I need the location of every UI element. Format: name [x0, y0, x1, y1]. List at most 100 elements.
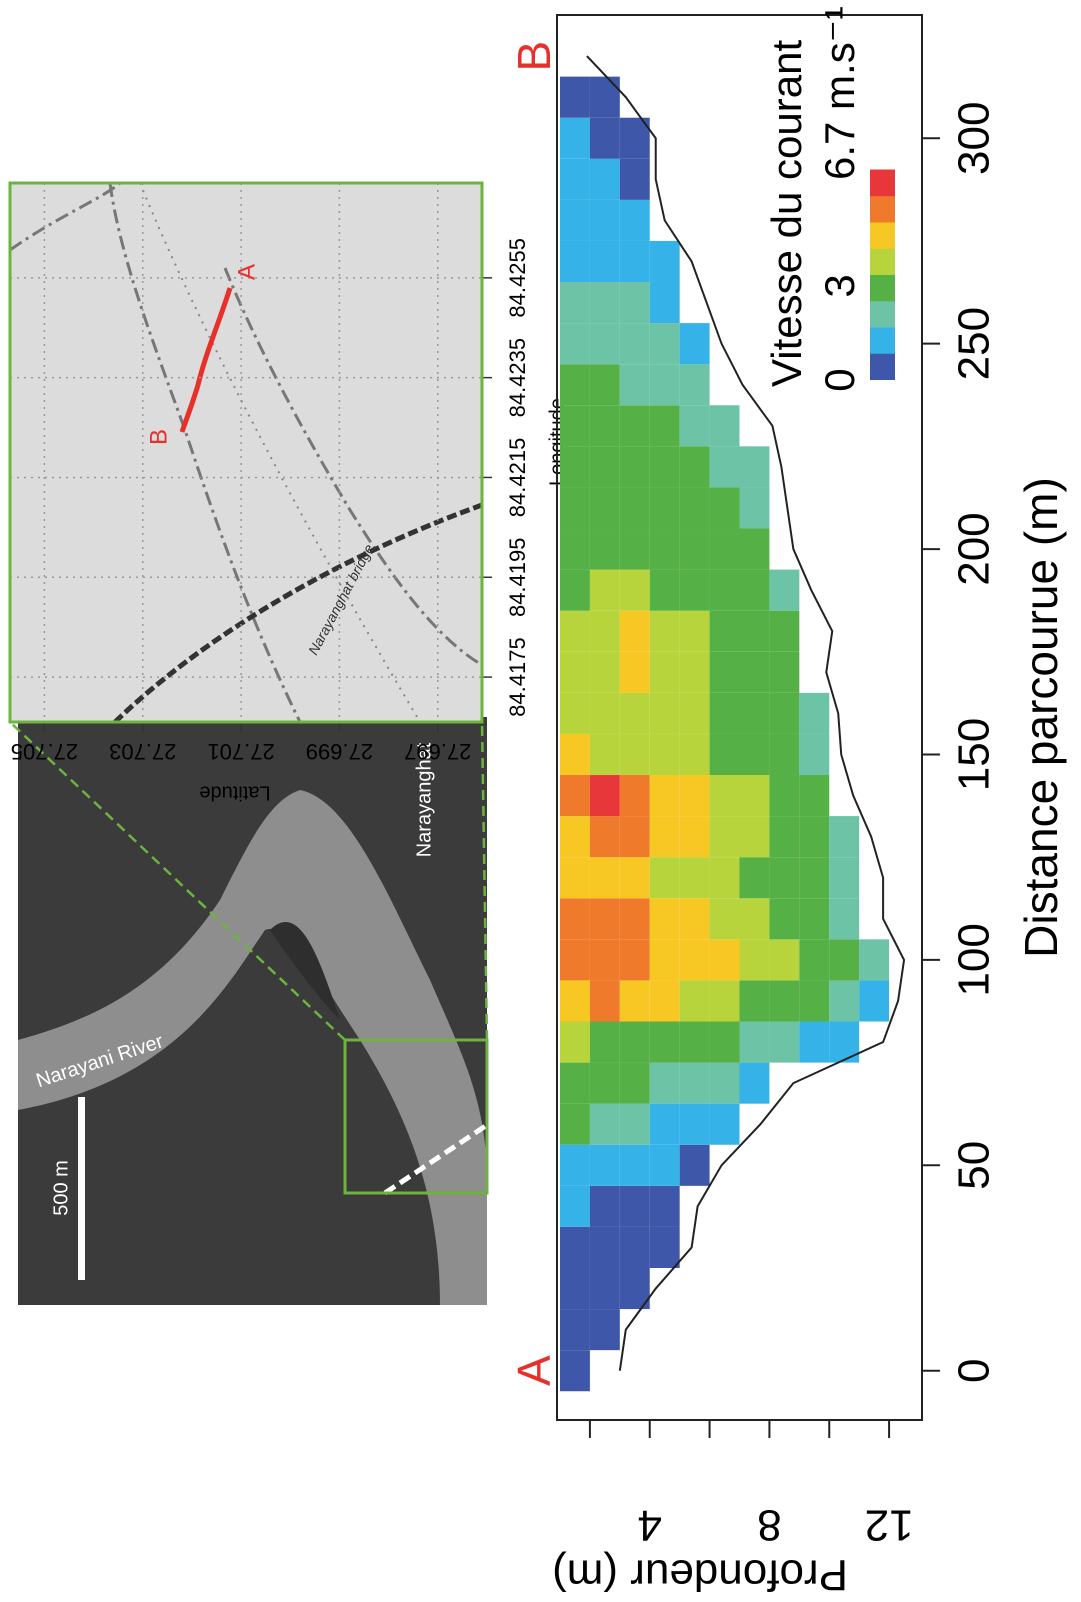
velocity-cell	[559, 857, 590, 899]
velocity-cell	[769, 980, 800, 1022]
velocity-cell	[649, 405, 680, 447]
lat-tick-label: 27.705	[11, 739, 78, 764]
overview-panel: 500 m Narayani River Narayanghat	[18, 717, 489, 1305]
velocity-cell	[589, 857, 620, 899]
velocity-cell	[619, 240, 650, 283]
velocity-cell	[559, 980, 590, 1022]
velocity-cell	[679, 1062, 710, 1104]
velocity-cell	[679, 487, 710, 529]
colorbar-title: Vitesse du courant	[763, 40, 810, 387]
velocity-cell	[559, 282, 590, 324]
velocity-cell	[709, 569, 740, 611]
velocity-cell	[619, 117, 650, 159]
velocity-cell	[859, 980, 890, 1022]
velocity-cell	[649, 1226, 680, 1268]
velocity-cell	[559, 651, 590, 693]
velocity-cell	[739, 610, 770, 652]
velocity-cell	[619, 1185, 650, 1227]
velocity-cell	[829, 857, 860, 899]
velocity-cell	[589, 1062, 620, 1104]
velocity-cell	[649, 939, 680, 981]
velocity-cell	[739, 1062, 770, 1104]
velocity-cell	[679, 1144, 710, 1186]
velocity-cell	[619, 364, 650, 406]
velocity-cell	[559, 76, 590, 118]
velocity-cell	[679, 857, 710, 899]
plot-frame	[556, 14, 923, 1421]
velocity-cell	[679, 692, 710, 734]
velocity-cell	[559, 1350, 590, 1392]
velocity-cell	[619, 1267, 650, 1310]
velocity-cell	[589, 692, 620, 734]
town-label: Narayanghat	[413, 742, 435, 857]
velocity-cell	[619, 446, 650, 488]
colorbar-swatch	[870, 327, 895, 354]
velocity-cell	[739, 980, 770, 1022]
velocity-cell	[709, 528, 740, 570]
velocity-cell	[709, 1103, 740, 1145]
velocity-cell	[559, 199, 590, 241]
velocity-cell	[769, 610, 800, 652]
velocity-cell	[829, 939, 860, 981]
velocity-cell	[589, 240, 620, 283]
velocity-cell	[649, 651, 680, 693]
velocity-cell	[739, 692, 770, 734]
zoom-connector	[480, 721, 489, 1041]
velocity-cell	[649, 610, 680, 652]
velocity-cell	[709, 939, 740, 981]
velocity-cell	[619, 405, 650, 447]
velocity-cell	[559, 117, 590, 159]
velocity-cell	[559, 240, 590, 283]
lat-tick-label: 27.703	[109, 739, 176, 764]
velocity-cell	[649, 733, 680, 776]
velocity-cell	[709, 651, 740, 693]
velocity-cell	[709, 446, 740, 488]
bridge-line	[113, 502, 483, 724]
track-label: A	[233, 264, 260, 280]
velocity-cell	[559, 816, 590, 858]
velocity-cell	[589, 733, 620, 776]
lon-tick-label: 84.4215	[505, 438, 530, 518]
velocity-cell	[679, 1021, 710, 1063]
velocity-cell	[649, 1021, 680, 1063]
velocity-cell	[649, 1103, 680, 1145]
x-tick-label: 300	[950, 102, 999, 175]
velocity-cell	[619, 1144, 650, 1186]
velocity-cell	[589, 610, 620, 652]
velocity-cell	[589, 323, 620, 365]
velocity-cell	[589, 1226, 620, 1268]
lon-tick-label: 84.4195	[505, 538, 530, 618]
velocity-cell	[589, 446, 620, 488]
velocity-cell	[679, 405, 710, 447]
velocity-cell	[589, 528, 620, 570]
colorbar-swatch	[870, 248, 895, 275]
lon-tick-label: 84.4175	[505, 637, 530, 717]
velocity-cell	[559, 1267, 590, 1310]
zoom-box	[343, 1038, 489, 1195]
velocity-cell	[739, 939, 770, 981]
velocity-cell	[559, 1021, 590, 1063]
lon-tick-label: 84.4235	[505, 338, 530, 418]
velocity-cell	[739, 528, 770, 570]
velocity-cell	[619, 528, 650, 570]
velocity-cell	[739, 857, 770, 899]
velocity-cell	[649, 1062, 680, 1104]
velocity-cell	[649, 1144, 680, 1186]
velocity-cell	[679, 323, 710, 365]
velocity-cell	[559, 1226, 590, 1268]
colorbar-tick-label: 0	[816, 368, 863, 391]
velocity-cell	[649, 323, 680, 365]
velocity-cell	[709, 816, 740, 858]
velocity-cell	[829, 898, 860, 940]
velocity-cell	[679, 980, 710, 1022]
x-tick-label: 150	[950, 718, 999, 791]
velocity-cell	[829, 1021, 860, 1063]
colorbar-swatch	[870, 195, 895, 223]
end-label: B	[508, 41, 560, 72]
velocity-cell	[589, 1185, 620, 1227]
velocity-cell	[799, 898, 830, 940]
velocity-cell	[589, 898, 620, 940]
x-tick-label: 250	[950, 307, 999, 380]
velocity-cell	[619, 857, 650, 899]
velocity-cell	[769, 898, 800, 940]
